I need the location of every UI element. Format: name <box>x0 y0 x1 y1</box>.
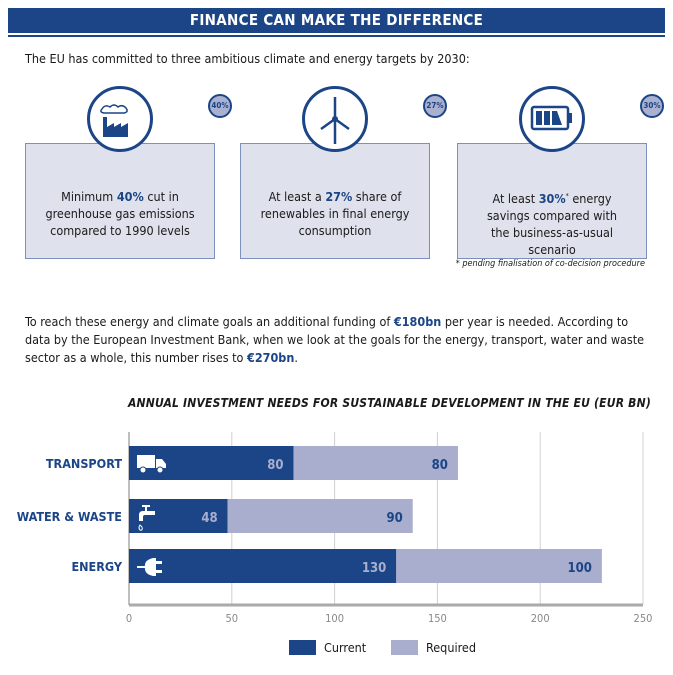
target-percent: 30% <box>538 191 566 207</box>
target-text: Minimum 40% cut in greenhouse gas emissi… <box>26 188 214 239</box>
target-card: 30% At least 30%* energy savings compare… <box>457 86 664 259</box>
footnote-mark: * <box>565 192 569 200</box>
percent-badge: 30% <box>640 94 664 118</box>
text: Minimum <box>61 189 117 204</box>
x-tick-label: 100 <box>325 612 344 625</box>
x-tick-label: 0 <box>126 612 132 625</box>
text: cut in greenhouse gas emissions compared… <box>45 189 195 238</box>
bar-current <box>129 446 294 480</box>
legend-swatch <box>289 640 316 655</box>
target-text: At least a 27% share of renewables in fi… <box>241 188 429 239</box>
category-label: WATER & WASTE <box>17 509 122 524</box>
data-label: 80 <box>267 458 283 473</box>
legend-required: Required <box>391 640 476 655</box>
x-tick-label: 250 <box>634 612 653 625</box>
target-card: 40% Minimum 40% cut in greenhouse gas em… <box>25 86 232 259</box>
bar-required <box>396 549 602 583</box>
page-title: FINANCE CAN MAKE THE DIFFERENCE <box>8 8 665 33</box>
x-tick-label: 50 <box>226 612 239 625</box>
target-card: 27% At least a 27% share of renewables i… <box>240 86 447 259</box>
intro-text: The EU has committed to three ambitious … <box>25 51 470 66</box>
wind-turbine-icon <box>305 89 365 153</box>
data-label: 48 <box>201 511 217 526</box>
battery-icon-circle: 30% <box>519 86 664 153</box>
category-label: ENERGY <box>71 559 122 574</box>
percent-badge: 40% <box>208 94 232 118</box>
text: share of renewables in final energy cons… <box>260 189 410 238</box>
bar-required <box>293 446 458 480</box>
x-tick-label: 150 <box>428 612 447 625</box>
divider <box>8 35 665 37</box>
target-percent: 27% <box>325 189 353 204</box>
wind-turbine-icon-circle: 27% <box>302 86 447 153</box>
battery-icon <box>522 89 582 153</box>
tap-icon <box>138 505 155 531</box>
funding-paragraph: To reach these energy and climate goals … <box>25 313 650 367</box>
percent-badge: 27% <box>423 94 447 118</box>
truck-icon <box>137 455 166 474</box>
data-label: 90 <box>386 511 402 526</box>
factory-icon <box>90 89 150 153</box>
legend-label: Current <box>324 640 367 655</box>
bar-current <box>129 499 228 533</box>
factory-icon-circle: 40% <box>87 86 232 153</box>
x-tick-label: 200 <box>531 612 550 625</box>
text: At least a <box>268 189 326 204</box>
legend-label: Required <box>426 640 476 655</box>
data-label: 130 <box>362 561 386 576</box>
target-text: At least 30%* energy savings compared wi… <box>458 188 646 258</box>
legend-swatch <box>391 640 418 655</box>
text: . <box>294 350 298 365</box>
highlight-180bn: €180bn <box>393 314 442 329</box>
text: energy savings compared with the busines… <box>486 191 618 258</box>
legend-current: Current <box>289 640 366 655</box>
footnote: * pending finalisation of co-decision pr… <box>455 259 645 269</box>
text: To reach these energy and climate goals … <box>25 314 394 329</box>
target-percent: 40% <box>116 189 144 204</box>
chart-title: ANNUAL INVESTMENT NEEDS FOR SUSTAINABLE … <box>128 396 651 410</box>
bar-required <box>227 499 413 533</box>
bar-current <box>129 549 397 583</box>
highlight-270bn: €270bn <box>247 350 295 365</box>
data-label: 100 <box>567 561 591 576</box>
text: At least <box>492 191 539 207</box>
category-label: TRANSPORT <box>46 456 122 471</box>
plug-icon <box>137 558 162 576</box>
text: per year is needed. According to data by… <box>25 314 645 365</box>
data-label: 80 <box>432 458 448 473</box>
